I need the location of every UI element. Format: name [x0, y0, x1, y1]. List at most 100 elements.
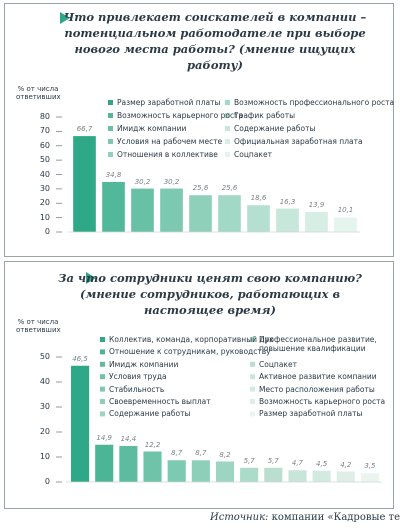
legend-label: Стабильность — [109, 384, 165, 394]
legend-label: Отношения в коллективе — [117, 150, 218, 159]
value-label: 25,6 — [192, 184, 209, 193]
legend-label: Условия труда — [109, 372, 167, 382]
y-axis-label: % от числа ответивших — [16, 85, 61, 101]
legend-marker — [100, 399, 105, 404]
source: Источник: компании «Кадровые технологии» — [210, 512, 400, 523]
bar — [360, 473, 379, 482]
legend-marker — [108, 126, 113, 131]
bar — [191, 460, 210, 482]
y-tick-label: 50 — [39, 155, 50, 165]
legend-marker — [225, 113, 230, 118]
y-tick-label: 50 — [39, 352, 50, 361]
bar — [215, 461, 235, 482]
value-label: 3,5 — [364, 462, 376, 471]
value-label: 8,2 — [219, 450, 231, 459]
y-tick-label: 20 — [39, 198, 50, 208]
value-label: 66,7 — [76, 125, 93, 134]
y-tick-label: 30 — [39, 402, 50, 411]
source-text: компании «Кадровые технологии» — [271, 512, 400, 523]
bar — [167, 460, 186, 482]
legend-label: Место расположения работы — [259, 384, 375, 394]
value-label: 16,3 — [279, 197, 296, 206]
legend-label: Возможность профессионального роста — [234, 98, 395, 107]
y-tick-label: 40 — [39, 377, 50, 386]
value-label: 4,2 — [340, 460, 352, 469]
legend-marker — [250, 411, 255, 417]
bar — [288, 470, 307, 482]
bar — [160, 188, 183, 232]
legend-marker — [108, 100, 113, 105]
value-label: 5,7 — [243, 456, 255, 465]
bar — [102, 181, 125, 232]
chart-title: За что сотрудники ценят свою компанию? (… — [58, 271, 362, 317]
legend-marker — [250, 374, 255, 380]
bar — [305, 212, 328, 232]
legend-marker — [225, 100, 230, 105]
y-tick-label: 10 — [39, 452, 50, 461]
legend-marker — [100, 337, 105, 342]
legend-marker — [225, 139, 230, 144]
title-arrow — [60, 12, 70, 24]
legend-label: Соцпакет — [259, 359, 297, 369]
legend-label: Коллектив, команда, корпоративный дух — [109, 335, 274, 344]
bar — [312, 470, 331, 482]
value-label: 13,9 — [308, 201, 325, 210]
value-label: 14,9 — [96, 433, 113, 442]
legend-marker — [100, 361, 105, 367]
legend-marker — [100, 349, 105, 355]
y-tick-label: 60 — [39, 140, 50, 150]
bar — [264, 467, 283, 482]
bar — [218, 195, 241, 232]
legend-label: Возможность карьерного роста — [259, 397, 386, 406]
legend-label: Профессиональное развитие, повышение ква… — [259, 335, 377, 353]
legend-marker — [100, 386, 105, 392]
y-tick-label: 20 — [39, 427, 50, 436]
bar — [240, 467, 259, 482]
value-label: 12,2 — [144, 440, 161, 449]
value-label: 34,8 — [105, 170, 122, 179]
bar — [189, 195, 212, 232]
legend-label: Имидж компании — [109, 359, 179, 369]
bar — [95, 444, 114, 482]
legend-label: График работы — [234, 111, 295, 120]
legend-label: Содержание работы — [109, 409, 191, 419]
legend-label: Содержание работы — [234, 124, 316, 133]
legend-label: Возможность карьерного роста — [117, 111, 244, 120]
bar — [276, 208, 299, 232]
legend-label: Отношение к сотрудникам, руководству — [109, 347, 271, 357]
panel — [4, 261, 394, 509]
value-label: 5,7 — [267, 456, 279, 465]
y-tick-label: 10 — [39, 212, 50, 222]
value-label: 46,5 — [72, 354, 88, 363]
legend-marker — [225, 126, 230, 131]
legend-marker — [250, 386, 255, 392]
value-label: 8,7 — [195, 449, 207, 458]
value-label: 30,2 — [163, 177, 180, 186]
y-tick-label: 0 — [44, 477, 50, 486]
legend-marker — [108, 152, 113, 157]
panel — [4, 3, 394, 257]
bar — [119, 446, 138, 482]
bar — [143, 451, 162, 482]
y-tick-label: 30 — [39, 183, 50, 193]
bar — [71, 365, 90, 482]
bar — [73, 136, 96, 232]
bar — [131, 188, 154, 232]
legend-marker — [108, 139, 113, 144]
bar — [334, 217, 357, 232]
legend-label: Условия на рабочем месте — [117, 137, 223, 146]
bar — [247, 205, 270, 232]
value-label: 25,6 — [221, 184, 238, 193]
legend-marker — [250, 361, 255, 367]
source-label: Источник: — [210, 512, 269, 523]
legend-marker — [250, 399, 255, 404]
legend-label: Официальная заработная плата — [234, 137, 363, 146]
chart-title: Что привлекает соискателей в компании – … — [63, 10, 367, 72]
value-label: 14,4 — [120, 435, 137, 443]
value-label: 4,7 — [291, 459, 304, 468]
legend-marker — [225, 152, 230, 157]
legend-label: Соцпакет — [234, 150, 272, 159]
value-label: 4,5 — [316, 459, 328, 468]
